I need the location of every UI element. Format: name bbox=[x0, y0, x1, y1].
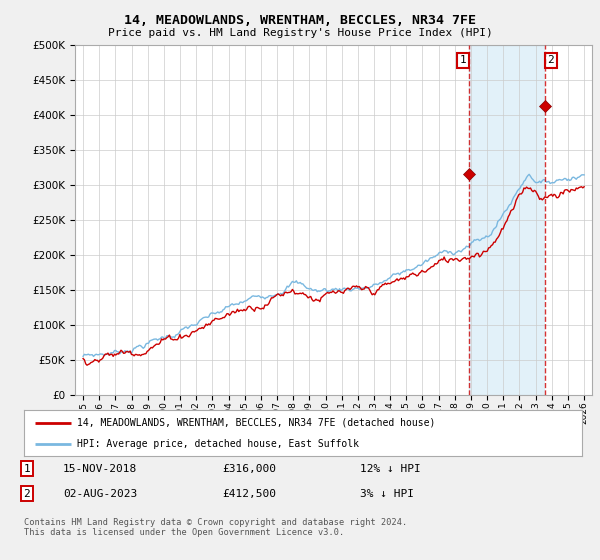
Text: 2: 2 bbox=[23, 489, 31, 499]
Text: HPI: Average price, detached house, East Suffolk: HPI: Average price, detached house, East… bbox=[77, 439, 359, 449]
Text: Price paid vs. HM Land Registry's House Price Index (HPI): Price paid vs. HM Land Registry's House … bbox=[107, 28, 493, 38]
Text: 02-AUG-2023: 02-AUG-2023 bbox=[63, 489, 137, 499]
Text: 1: 1 bbox=[460, 55, 467, 66]
Text: 15-NOV-2018: 15-NOV-2018 bbox=[63, 464, 137, 474]
Text: £412,500: £412,500 bbox=[222, 489, 276, 499]
Text: £316,000: £316,000 bbox=[222, 464, 276, 474]
Text: 2: 2 bbox=[547, 55, 554, 66]
Bar bbox=[469, 45, 545, 395]
Text: 1: 1 bbox=[23, 464, 31, 474]
Text: 12% ↓ HPI: 12% ↓ HPI bbox=[360, 464, 421, 474]
Text: 14, MEADOWLANDS, WRENTHAM, BECCLES, NR34 7FE (detached house): 14, MEADOWLANDS, WRENTHAM, BECCLES, NR34… bbox=[77, 418, 436, 428]
Text: 3% ↓ HPI: 3% ↓ HPI bbox=[360, 489, 414, 499]
Text: 14, MEADOWLANDS, WRENTHAM, BECCLES, NR34 7FE: 14, MEADOWLANDS, WRENTHAM, BECCLES, NR34… bbox=[124, 14, 476, 27]
Bar bbox=[545, 45, 592, 395]
Text: Contains HM Land Registry data © Crown copyright and database right 2024.
This d: Contains HM Land Registry data © Crown c… bbox=[24, 518, 407, 538]
Bar bbox=[545, 45, 592, 395]
